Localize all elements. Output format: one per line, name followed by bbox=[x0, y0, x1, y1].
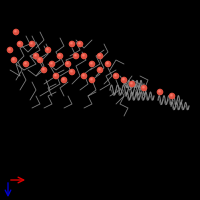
Circle shape bbox=[57, 53, 63, 59]
Circle shape bbox=[99, 54, 100, 56]
Circle shape bbox=[79, 42, 80, 44]
Circle shape bbox=[15, 30, 16, 32]
Circle shape bbox=[81, 53, 87, 59]
Circle shape bbox=[69, 69, 75, 75]
Circle shape bbox=[35, 54, 36, 56]
Circle shape bbox=[83, 54, 84, 56]
Circle shape bbox=[45, 47, 51, 53]
Circle shape bbox=[157, 89, 163, 95]
Circle shape bbox=[51, 62, 52, 64]
Circle shape bbox=[105, 61, 111, 67]
Circle shape bbox=[159, 90, 160, 92]
Circle shape bbox=[9, 48, 10, 50]
Circle shape bbox=[43, 68, 44, 70]
Circle shape bbox=[99, 68, 100, 70]
Circle shape bbox=[143, 86, 144, 88]
Circle shape bbox=[97, 53, 103, 59]
Circle shape bbox=[71, 42, 72, 44]
Circle shape bbox=[55, 74, 56, 76]
Circle shape bbox=[13, 29, 19, 35]
Circle shape bbox=[75, 54, 76, 56]
Circle shape bbox=[169, 93, 175, 99]
Circle shape bbox=[115, 74, 116, 76]
Circle shape bbox=[81, 73, 87, 79]
Circle shape bbox=[59, 54, 60, 56]
Circle shape bbox=[69, 41, 75, 47]
Circle shape bbox=[13, 58, 14, 60]
Circle shape bbox=[131, 82, 132, 84]
Circle shape bbox=[171, 94, 172, 96]
Circle shape bbox=[121, 77, 127, 83]
Circle shape bbox=[89, 77, 95, 83]
Circle shape bbox=[63, 78, 64, 80]
Circle shape bbox=[25, 62, 26, 64]
Circle shape bbox=[97, 67, 103, 73]
Circle shape bbox=[7, 47, 13, 53]
Circle shape bbox=[23, 61, 29, 67]
Circle shape bbox=[71, 70, 72, 72]
Circle shape bbox=[41, 67, 47, 73]
Circle shape bbox=[29, 41, 35, 47]
Circle shape bbox=[65, 61, 71, 67]
Circle shape bbox=[89, 61, 95, 67]
Circle shape bbox=[17, 41, 23, 47]
Circle shape bbox=[113, 73, 119, 79]
Circle shape bbox=[129, 81, 135, 87]
Circle shape bbox=[49, 61, 55, 67]
Circle shape bbox=[61, 77, 67, 83]
Circle shape bbox=[39, 58, 40, 60]
Circle shape bbox=[37, 57, 43, 63]
Circle shape bbox=[67, 62, 68, 64]
Circle shape bbox=[77, 41, 83, 47]
Circle shape bbox=[73, 53, 79, 59]
Circle shape bbox=[107, 62, 108, 64]
Circle shape bbox=[83, 74, 84, 76]
Circle shape bbox=[47, 48, 48, 50]
Circle shape bbox=[91, 62, 92, 64]
Circle shape bbox=[19, 42, 20, 44]
Circle shape bbox=[123, 78, 124, 80]
Circle shape bbox=[141, 85, 147, 91]
Circle shape bbox=[91, 78, 92, 80]
Circle shape bbox=[33, 53, 39, 59]
Circle shape bbox=[11, 57, 17, 63]
Circle shape bbox=[31, 42, 32, 44]
Circle shape bbox=[53, 73, 59, 79]
